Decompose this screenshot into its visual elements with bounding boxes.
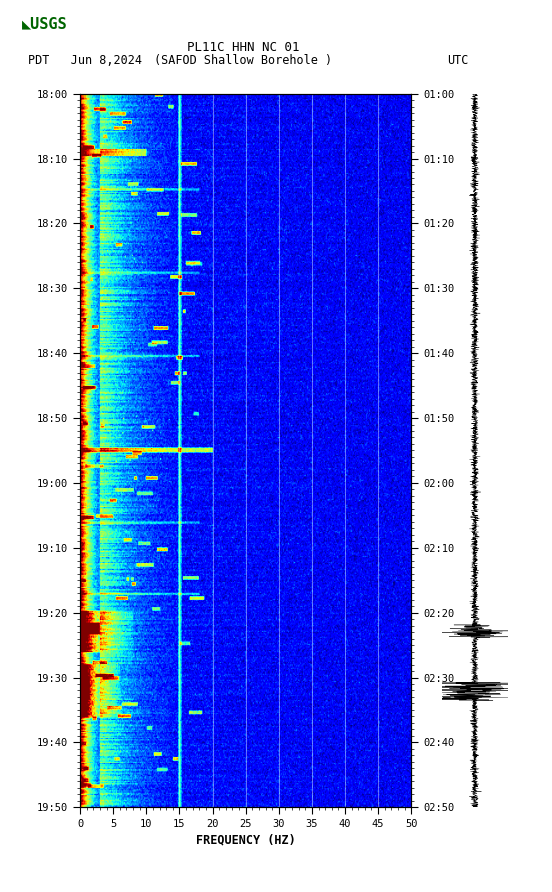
Text: PL11C HHN NC 01: PL11C HHN NC 01 [187,41,299,54]
Text: (SAFOD Shallow Borehole ): (SAFOD Shallow Borehole ) [154,54,332,67]
Text: PDT   Jun 8,2024: PDT Jun 8,2024 [28,54,142,67]
Text: ◣USGS: ◣USGS [22,17,68,31]
Text: UTC: UTC [448,54,469,67]
X-axis label: FREQUENCY (HZ): FREQUENCY (HZ) [196,833,295,847]
